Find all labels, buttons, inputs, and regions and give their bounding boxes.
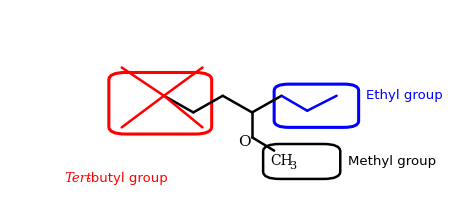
Text: O: O (238, 135, 251, 149)
Text: CH: CH (271, 154, 293, 168)
Text: Methyl group: Methyl group (347, 155, 436, 168)
Text: 3: 3 (290, 161, 297, 171)
Text: Ethyl group: Ethyl group (366, 89, 443, 102)
Text: -butyl group: -butyl group (86, 172, 168, 185)
Text: Tert: Tert (65, 172, 92, 185)
